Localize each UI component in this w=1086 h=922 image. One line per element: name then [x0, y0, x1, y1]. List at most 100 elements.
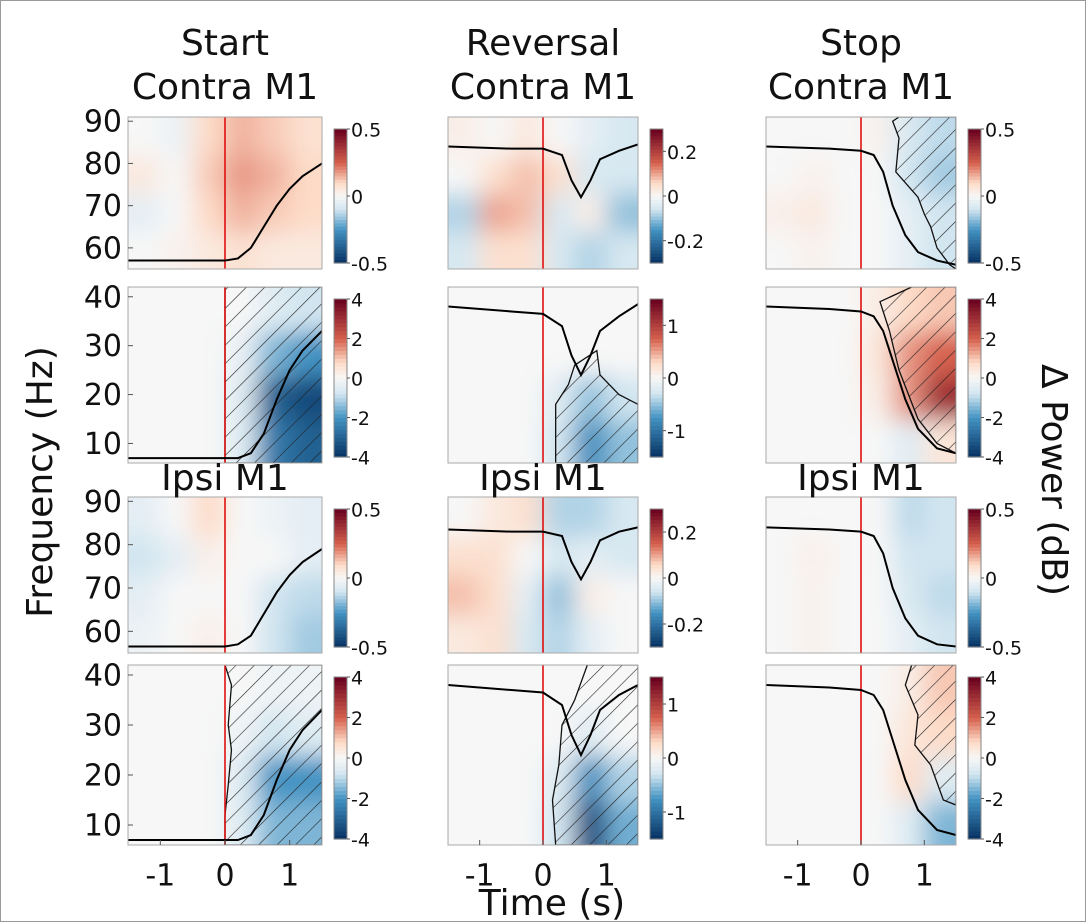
- panel-title: Start: [181, 23, 269, 64]
- heatmap-cell: [479, 575, 513, 615]
- heatmap-cell: [766, 614, 799, 653]
- heatmap-cell: [479, 536, 513, 576]
- colorbar-tick-label: 0: [985, 369, 997, 391]
- panel-title: Contra M1: [768, 67, 954, 108]
- x-tick-label: 0: [533, 859, 552, 894]
- heatmap-cell: [289, 117, 322, 156]
- heatmap-cell: [448, 536, 481, 576]
- panel: [766, 665, 956, 845]
- heatmap-cell: [797, 755, 831, 801]
- heatmap-cell: [448, 575, 481, 615]
- heatmap-cell: [924, 497, 956, 537]
- heatmap: [128, 117, 322, 269]
- heatmap-cell: [892, 419, 926, 463]
- colorbar-tick-label: 1: [667, 695, 679, 717]
- heatmap-cell: [574, 155, 608, 194]
- heatmap-cell: [574, 536, 608, 576]
- heatmap-cell: [797, 231, 831, 269]
- heatmap-cell: [128, 155, 162, 194]
- heatmap-cell: [797, 710, 831, 756]
- heatmap-cell: [766, 419, 799, 463]
- heatmap-cell: [448, 193, 481, 232]
- heatmap-cell: [892, 231, 926, 269]
- heatmap-cell: [192, 419, 226, 463]
- colorbar-tick-label: 0: [667, 569, 679, 591]
- plot-frame: [127, 116, 323, 270]
- significance-region: [224, 287, 322, 463]
- colorbar-tick-label: 4: [985, 290, 997, 312]
- heatmap-cell: [861, 375, 894, 420]
- colorbar-tick-label: 0: [351, 749, 363, 771]
- heatmap-cell: [543, 575, 576, 615]
- heatmap-cell: [128, 536, 162, 576]
- heatmap-cell: [128, 193, 162, 232]
- heatmap-cell: [479, 614, 513, 653]
- x-tick-label: -1: [783, 859, 813, 894]
- heatmap-cell: [160, 800, 194, 845]
- heatmap-cell: [448, 375, 481, 420]
- heatmap-cell: [766, 193, 799, 232]
- y-tick-label: 60: [84, 615, 122, 650]
- heatmap-cell: [160, 755, 194, 801]
- heatmap-cell: [543, 155, 576, 194]
- heatmap-cell: [160, 331, 194, 376]
- colorbar-tick-label: 0.2: [667, 142, 697, 164]
- panel: [448, 287, 638, 463]
- panel-title: Contra M1: [450, 67, 636, 108]
- heatmap-cell: [543, 231, 576, 269]
- y-tick-label: 30: [84, 709, 122, 744]
- trace-line: [766, 305, 956, 455]
- heatmap-cell: [160, 231, 194, 269]
- colorbar-tick-label: 4: [985, 668, 997, 690]
- y-tick-label: 70: [84, 189, 122, 224]
- heatmap-cell: [892, 536, 926, 576]
- heatmap-cell: [479, 710, 513, 756]
- colorbar-tick-label: -0.2: [667, 615, 704, 637]
- colorbar-tick-label: 4: [351, 290, 363, 312]
- heatmap-cell: [257, 497, 291, 537]
- heatmap-cell: [892, 755, 926, 801]
- panel-title: Ipsi M1: [161, 458, 289, 499]
- heatmap-cell: [829, 710, 862, 756]
- heatmap-cell: [192, 193, 226, 232]
- x-tick-label: 0: [851, 859, 870, 894]
- panel: [448, 497, 638, 653]
- colorbar-tick-label: -2: [351, 789, 370, 811]
- heatmap-cell: [160, 710, 194, 756]
- panel-title: Ipsi M1: [797, 458, 925, 499]
- heatmap-cell: [192, 710, 226, 756]
- y-axis-label: Frequency (Hz): [20, 346, 61, 617]
- heatmap-cell: [160, 117, 194, 156]
- colorbar-tick-label: -0.5: [985, 638, 1022, 660]
- heatmap-cell: [289, 614, 322, 653]
- heatmap-cell: [511, 375, 544, 420]
- heatmap-cell: [225, 117, 259, 156]
- heatmap-cell: [766, 331, 799, 376]
- heatmap-cell: [479, 375, 513, 420]
- heatmap-cell: [766, 287, 799, 332]
- heatmap-cell: [924, 536, 956, 576]
- panel-title: Reversal: [466, 23, 621, 64]
- heatmap-cell: [448, 800, 481, 845]
- colorbar-tick-label: 4: [351, 668, 363, 690]
- heatmap-cell: [448, 614, 481, 653]
- heatmap-cell: [160, 419, 194, 463]
- heatmap-cell: [511, 536, 544, 576]
- y-tick-label: 40: [84, 659, 122, 694]
- heatmap-cell: [766, 231, 799, 269]
- heatmap-cell: [160, 575, 194, 615]
- heatmap-cell: [479, 331, 513, 376]
- heatmap-cell: [448, 497, 481, 537]
- y-tick-label: 30: [84, 329, 122, 364]
- heatmap-cell: [511, 331, 544, 376]
- heatmap-cell: [225, 497, 259, 537]
- plot-frame: [765, 286, 957, 464]
- trace-line: [448, 526, 638, 582]
- heatmap-cell: [192, 575, 226, 615]
- heatmap-cell: [128, 331, 162, 376]
- heatmap-cell: [128, 497, 162, 537]
- colorbar-tick-label: 2: [351, 708, 363, 730]
- colorbar-tick-label: 2: [351, 329, 363, 351]
- y-tick-label: 20: [84, 759, 122, 794]
- heatmap-cell: [257, 231, 291, 269]
